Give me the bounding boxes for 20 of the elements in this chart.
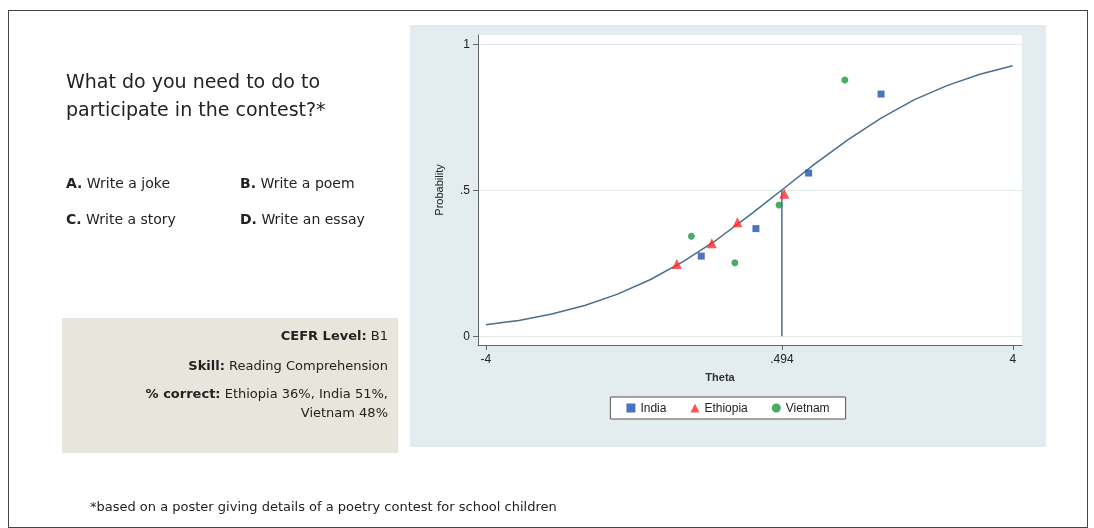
y-tick-label: .5	[459, 183, 471, 197]
text: What do you need to do to participate in the contest?*	[66, 69, 327, 122]
x-tick-label: -4	[480, 352, 492, 366]
x-axis-title: Theta	[705, 370, 736, 383]
text: B. Write a poem	[240, 174, 355, 193]
legend-label: Vietnam	[785, 401, 830, 415]
y-tick-label: 0	[463, 329, 471, 344]
legend-label: India	[640, 401, 667, 415]
text: A. Write a joke	[66, 174, 170, 193]
y-axis-title: Probability	[432, 163, 445, 216]
legend-label: Ethiopia	[704, 401, 749, 415]
text: C. Write a story	[66, 210, 176, 229]
text: D. Write an essay	[240, 210, 365, 229]
text: Skill: Reading Comprehension	[188, 357, 388, 375]
text: % correct: Ethiopia 36%, India 51%, Vietnam 48%	[144, 385, 388, 422]
x-tick-label: 4	[1009, 352, 1017, 366]
text: *based on a poster giving details of a poetry contest for school children	[90, 498, 557, 516]
text: CEFR Level: B1	[280, 327, 388, 345]
y-tick-label: 1	[463, 36, 471, 51]
x-tick-label: .494	[770, 352, 794, 366]
